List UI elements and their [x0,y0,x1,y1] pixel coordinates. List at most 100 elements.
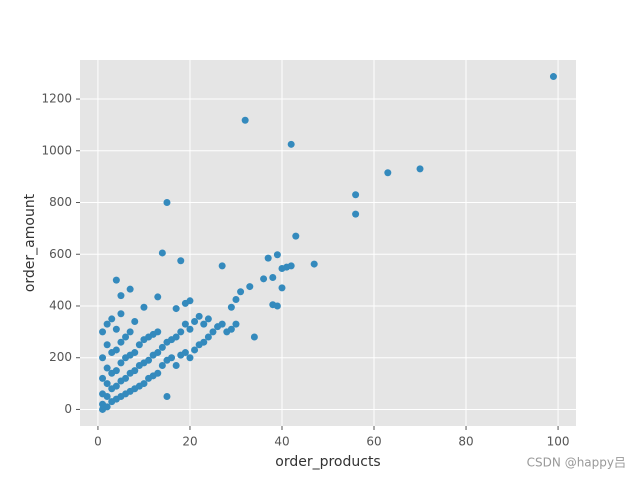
point [135,341,143,349]
point [103,380,111,388]
point [218,262,226,270]
point [145,356,153,364]
point [181,349,189,357]
point [154,293,162,301]
point [112,325,120,333]
point [204,333,212,341]
x-tick-label: 40 [274,435,289,449]
point [154,328,162,336]
point [131,367,139,375]
point [126,328,134,336]
point [232,296,240,304]
point [103,393,111,401]
point [227,325,235,333]
point [416,165,424,173]
point [117,338,125,346]
watermark: CSDN @happy吕 [527,456,626,470]
point [241,116,249,124]
point [287,262,295,270]
point [191,346,199,354]
point [117,292,125,300]
grid [80,60,576,426]
point [200,338,208,346]
point [112,367,120,375]
point [131,349,139,357]
point [158,343,166,351]
point [158,249,166,257]
point [209,328,217,336]
y-tick-label: 1200 [41,92,72,106]
point [168,354,176,362]
x-axis-label: order_products [275,454,380,470]
point [177,257,185,265]
y-tick-label: 1000 [41,143,72,157]
point [191,318,199,326]
point [181,320,189,328]
x-tick-label: 0 [94,435,102,449]
x-tick-label: 60 [366,435,381,449]
point [269,301,277,309]
point [352,210,360,218]
y-tick-label: 400 [49,298,72,312]
y-tick-label: 0 [64,402,72,416]
point [103,403,111,411]
point [108,315,116,323]
point [172,305,180,313]
point [278,284,286,292]
point [117,310,125,318]
points [99,73,557,413]
point [232,320,240,328]
point [269,274,277,282]
plot-area [80,60,576,426]
point [287,140,295,148]
point [310,260,318,268]
point [163,199,171,207]
y-tick-label: 800 [49,195,72,209]
point [140,303,148,311]
point [103,341,111,349]
point [122,374,130,382]
point [227,303,235,311]
point [218,320,226,328]
y-axis-label: order_amount [22,193,38,292]
point [250,333,258,341]
point [154,349,162,357]
point [131,318,139,326]
point [172,333,180,341]
point [99,328,107,336]
x-tick-label: 80 [458,435,473,449]
point [140,380,148,388]
point [549,73,557,81]
point [200,320,208,328]
point [103,320,111,328]
point [163,393,171,401]
point [352,191,360,199]
point [177,328,185,336]
point [273,251,281,259]
point [126,285,134,293]
point [186,354,194,362]
point [246,283,254,291]
point [112,276,120,284]
point [154,369,162,377]
point [112,382,120,390]
point [237,288,245,296]
point [292,232,300,240]
point [195,312,203,320]
point [204,315,212,323]
point [99,354,107,362]
point [158,361,166,369]
point [172,361,180,369]
point [186,325,194,333]
point [117,359,125,367]
y-tick-label: 600 [49,247,72,261]
point [122,333,130,341]
y-tick-label: 200 [49,350,72,364]
point [112,346,120,354]
point [99,374,107,382]
point [186,297,194,305]
point [264,254,272,262]
x-tick-label: 20 [182,435,197,449]
point [384,169,392,177]
